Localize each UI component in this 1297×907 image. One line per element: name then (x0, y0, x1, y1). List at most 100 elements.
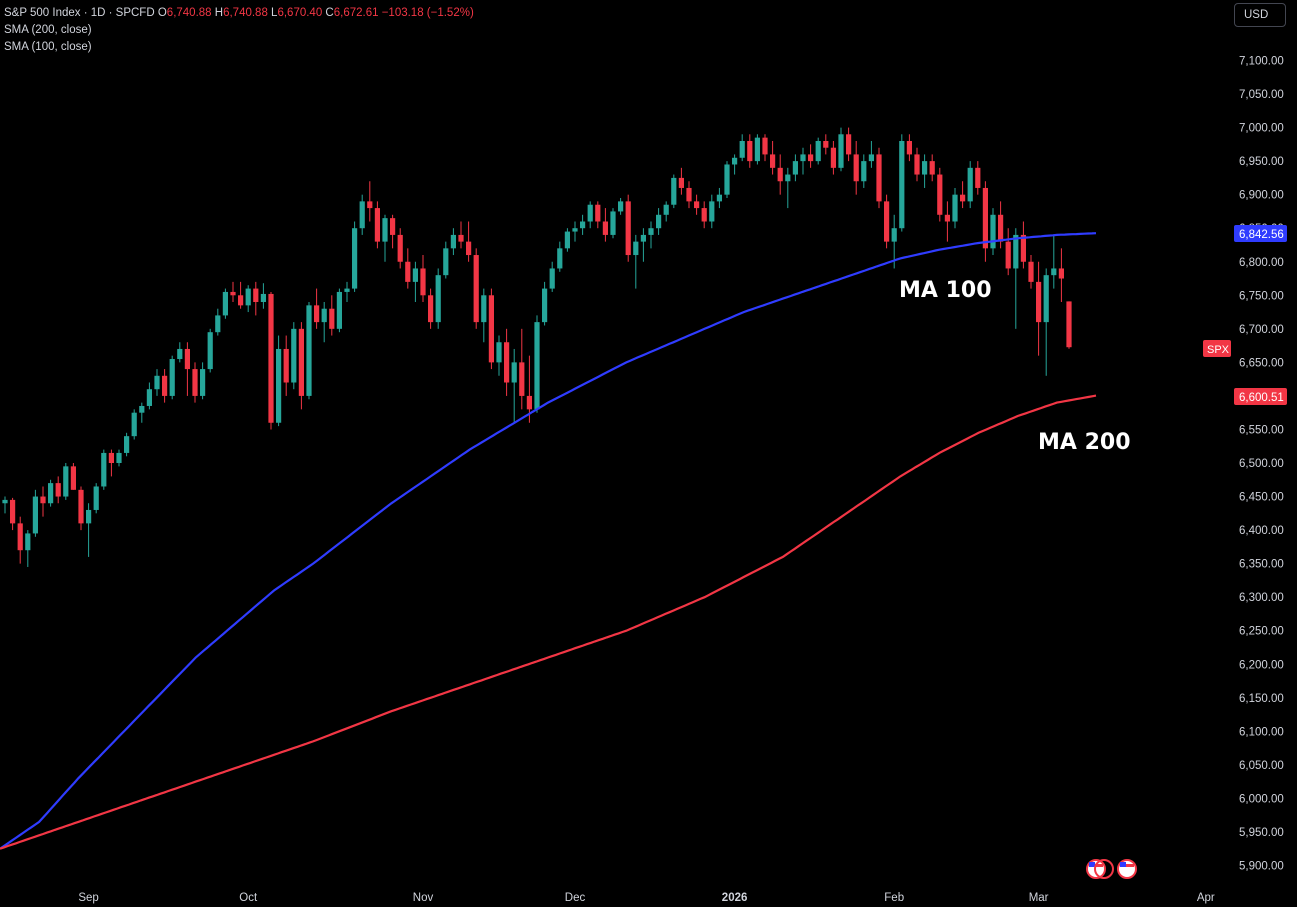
candle-body (154, 375, 160, 390)
candle-body (610, 211, 616, 235)
candle-body (40, 496, 46, 504)
x-tick-label: Feb (884, 892, 904, 904)
candle-body (268, 293, 274, 423)
candle-body (792, 161, 798, 175)
candle-body (1036, 281, 1042, 323)
candle-body (70, 466, 76, 490)
candle-body (184, 348, 190, 370)
candle-body (458, 234, 464, 242)
candle-body (542, 288, 548, 323)
y-tick-label: 5,950.00 (1239, 827, 1284, 839)
candle-body (709, 201, 715, 222)
candle-body (298, 328, 304, 396)
candle-body (990, 214, 996, 249)
flag-icon[interactable] (1094, 859, 1114, 879)
candle-body (359, 201, 365, 229)
candle-body (815, 141, 821, 162)
candle-body (777, 167, 783, 182)
us-flag-events[interactable] (1086, 859, 1137, 879)
y-tick-label: 6,200.00 (1239, 659, 1284, 671)
candle-body (450, 234, 456, 249)
candle-body (625, 201, 631, 256)
candle-body (671, 177, 677, 205)
candle-body (25, 533, 31, 551)
candle-body (124, 436, 130, 453)
candle-body (291, 328, 297, 383)
candle-body (1013, 234, 1019, 269)
sma100-legend[interactable]: SMA (100, close) (4, 41, 92, 53)
candle-body (116, 452, 122, 463)
y-tick-label: 7,100.00 (1239, 56, 1284, 68)
candle-body (937, 174, 943, 215)
candlestick-series (2, 127, 1072, 567)
sma-100-line (0, 232, 1097, 850)
candle-body (314, 305, 320, 323)
candle-body (238, 295, 244, 306)
candle-body (200, 369, 206, 396)
candle-body (557, 248, 563, 269)
y-tick-label: 6,750.00 (1239, 290, 1284, 302)
candle-body (580, 221, 586, 229)
candle-body (222, 291, 228, 316)
candle-body (283, 348, 289, 383)
candle-body (754, 137, 760, 162)
candle-body (139, 405, 145, 413)
candle-body (906, 141, 912, 155)
high-value: 6,740.88 (223, 7, 268, 19)
candle-body (481, 295, 487, 323)
candle-body (701, 208, 707, 222)
candle-body (10, 499, 16, 524)
candle-body (336, 291, 342, 329)
candle-body (694, 201, 700, 209)
x-tick-label: Mar (1029, 892, 1049, 904)
sma200-legend[interactable]: SMA (200, close) (4, 24, 92, 36)
candle-body (344, 288, 350, 292)
ma200-price-tag-label: 6,600.51 (1239, 392, 1284, 404)
candle-body (618, 201, 624, 212)
candle-body (177, 348, 183, 360)
x-tick-label: Oct (239, 892, 258, 904)
candle-body (876, 154, 882, 202)
candle-body (519, 362, 525, 396)
symbol-price-tag: SPX (1203, 340, 1231, 357)
high-label: H (214, 7, 224, 19)
candle-body (169, 359, 175, 396)
candle-body (428, 295, 434, 323)
symbol-label[interactable]: S&P 500 Index · 1D · SPCFD (4, 7, 155, 19)
candle-body (390, 218, 396, 235)
candle-body (549, 268, 555, 289)
candle-body (602, 221, 608, 235)
candle-body (633, 241, 639, 256)
candle-body (473, 255, 479, 323)
candle-body (648, 228, 654, 235)
candle-body (838, 134, 844, 168)
y-tick-label: 6,950.00 (1239, 156, 1284, 168)
low-label: L (271, 7, 278, 19)
ma200-annotation: MA 200 (1038, 430, 1131, 455)
sma-200-line (0, 394, 1097, 850)
price-axis[interactable]: 5,900.00 5,950.00 6,000.00 6,050.00 6,100.00… (1239, 56, 1284, 873)
candle-body (861, 161, 867, 182)
candle-body (101, 452, 107, 487)
time-axis[interactable]: Sep Oct Nov Dec 2026 Feb Mar Apr (78, 892, 1215, 904)
candle-body (732, 157, 738, 165)
y-tick-label: 6,000.00 (1239, 793, 1284, 805)
y-tick-label: 6,400.00 (1239, 525, 1284, 537)
chart-legend: S&P 500 Index · 1D · SPCFD O6,740.88 H6,… (4, 5, 474, 56)
x-tick-label: Sep (78, 892, 98, 904)
candle-body (716, 194, 722, 202)
candle-body (1020, 234, 1026, 262)
candle-body (944, 214, 950, 222)
y-tick-label: 6,350.00 (1239, 559, 1284, 571)
candle-body (435, 275, 441, 323)
candle-body (496, 342, 502, 363)
open-value: 6,740.88 (166, 7, 212, 19)
currency-button[interactable]: USD (1234, 3, 1286, 27)
x-tick-label: Nov (413, 892, 434, 904)
candle-body (678, 177, 684, 188)
candle-body (397, 234, 403, 262)
ma100-price-tag-label: 6,842.56 (1239, 229, 1284, 241)
candle-body (412, 268, 418, 282)
candle-body (488, 295, 494, 363)
